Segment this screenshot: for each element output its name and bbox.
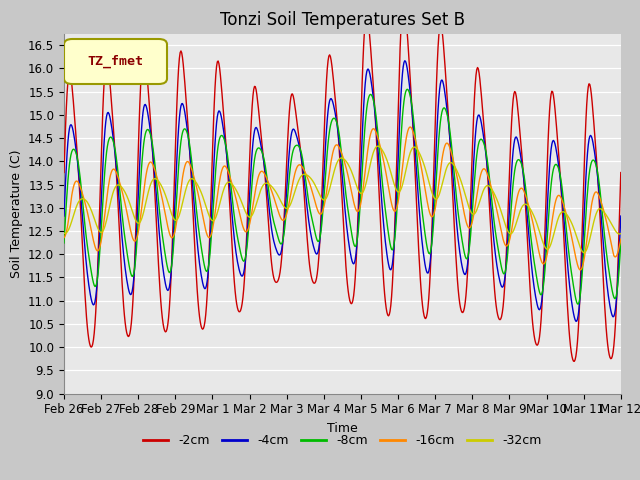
- -32cm: [60, 230, 68, 236]
- -8cm: [574, 301, 582, 307]
- Line: -2cm: -2cm: [64, 2, 621, 361]
- Y-axis label: Soil Temperature (C): Soil Temperature (C): [10, 149, 22, 278]
- -8cm: [184, 132, 192, 138]
- -8cm: [60, 240, 68, 246]
- -8cm: [411, 129, 419, 135]
- -8cm: [617, 240, 625, 246]
- -4cm: [184, 132, 192, 137]
- X-axis label: Time: Time: [327, 422, 358, 435]
- -8cm: [428, 246, 435, 252]
- -16cm: [617, 236, 625, 242]
- -2cm: [184, 122, 192, 128]
- Legend: -2cm, -4cm, -8cm, -16cm, -32cm: -2cm, -4cm, -8cm, -16cm, -32cm: [138, 429, 547, 452]
- -4cm: [70, 133, 78, 139]
- -8cm: [403, 86, 411, 92]
- -2cm: [400, 0, 408, 5]
- -16cm: [406, 124, 414, 130]
- -2cm: [214, 59, 221, 65]
- -4cm: [214, 114, 221, 120]
- -32cm: [70, 211, 78, 216]
- -2cm: [617, 169, 625, 175]
- Line: -8cm: -8cm: [64, 89, 621, 304]
- -4cm: [428, 249, 435, 255]
- -4cm: [411, 144, 419, 149]
- -2cm: [127, 320, 135, 325]
- -2cm: [411, 162, 419, 168]
- -16cm: [214, 193, 221, 199]
- -16cm: [428, 213, 435, 219]
- -16cm: [127, 231, 135, 237]
- -32cm: [411, 144, 419, 150]
- -32cm: [374, 144, 381, 149]
- -16cm: [411, 135, 419, 141]
- -32cm: [428, 187, 435, 193]
- -16cm: [70, 182, 78, 188]
- -8cm: [127, 272, 135, 278]
- FancyBboxPatch shape: [64, 39, 167, 84]
- -8cm: [70, 146, 78, 152]
- -4cm: [401, 58, 408, 64]
- -4cm: [617, 213, 625, 219]
- -32cm: [580, 250, 588, 255]
- Line: -4cm: -4cm: [64, 61, 621, 321]
- -32cm: [184, 180, 192, 186]
- -16cm: [60, 235, 68, 240]
- -2cm: [70, 108, 78, 113]
- -2cm: [428, 251, 435, 256]
- -32cm: [214, 210, 221, 216]
- -4cm: [127, 291, 135, 297]
- Title: Tonzi Soil Temperatures Set B: Tonzi Soil Temperatures Set B: [220, 11, 465, 29]
- -32cm: [127, 205, 135, 211]
- Text: TZ_fmet: TZ_fmet: [88, 55, 144, 68]
- -2cm: [570, 359, 578, 364]
- Line: -16cm: -16cm: [64, 127, 621, 270]
- -16cm: [577, 267, 584, 273]
- -2cm: [60, 169, 68, 175]
- -4cm: [572, 318, 580, 324]
- Line: -32cm: -32cm: [64, 146, 621, 252]
- -16cm: [184, 159, 192, 165]
- -8cm: [214, 149, 221, 155]
- -32cm: [617, 231, 625, 237]
- -4cm: [60, 213, 68, 219]
